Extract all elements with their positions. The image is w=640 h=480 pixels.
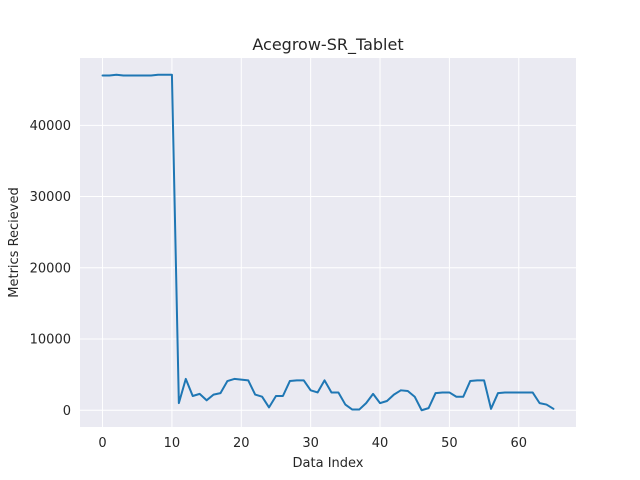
x-axis-label: Data Index: [293, 456, 364, 471]
x-tick-label: 20: [233, 436, 250, 451]
y-tick-label: 30000: [30, 190, 71, 205]
y-axis-ticks: 0 10000 20000 30000 40000: [30, 119, 71, 419]
y-tick-label: 10000: [30, 333, 71, 348]
grid: [80, 58, 576, 427]
x-tick-label: 10: [164, 436, 181, 451]
x-tick-label: 60: [510, 436, 527, 451]
y-tick-label: 0: [63, 404, 71, 419]
y-tick-label: 20000: [30, 261, 71, 276]
x-tick-label: 50: [441, 436, 458, 451]
series-layer: [101, 73, 555, 412]
y-tick-label: 40000: [30, 119, 71, 134]
x-tick-label: 40: [372, 436, 389, 451]
series-line: [101, 73, 555, 412]
chart-title: Acegrow-SR_Tablet: [252, 35, 403, 55]
x-axis-ticks: 0 10 20 30 40 50 60: [98, 436, 527, 451]
plot-area: [80, 58, 576, 427]
x-tick-label: 0: [98, 436, 106, 451]
y-axis-label: Metrics Recieved: [7, 187, 22, 297]
x-tick-label: 30: [302, 436, 319, 451]
